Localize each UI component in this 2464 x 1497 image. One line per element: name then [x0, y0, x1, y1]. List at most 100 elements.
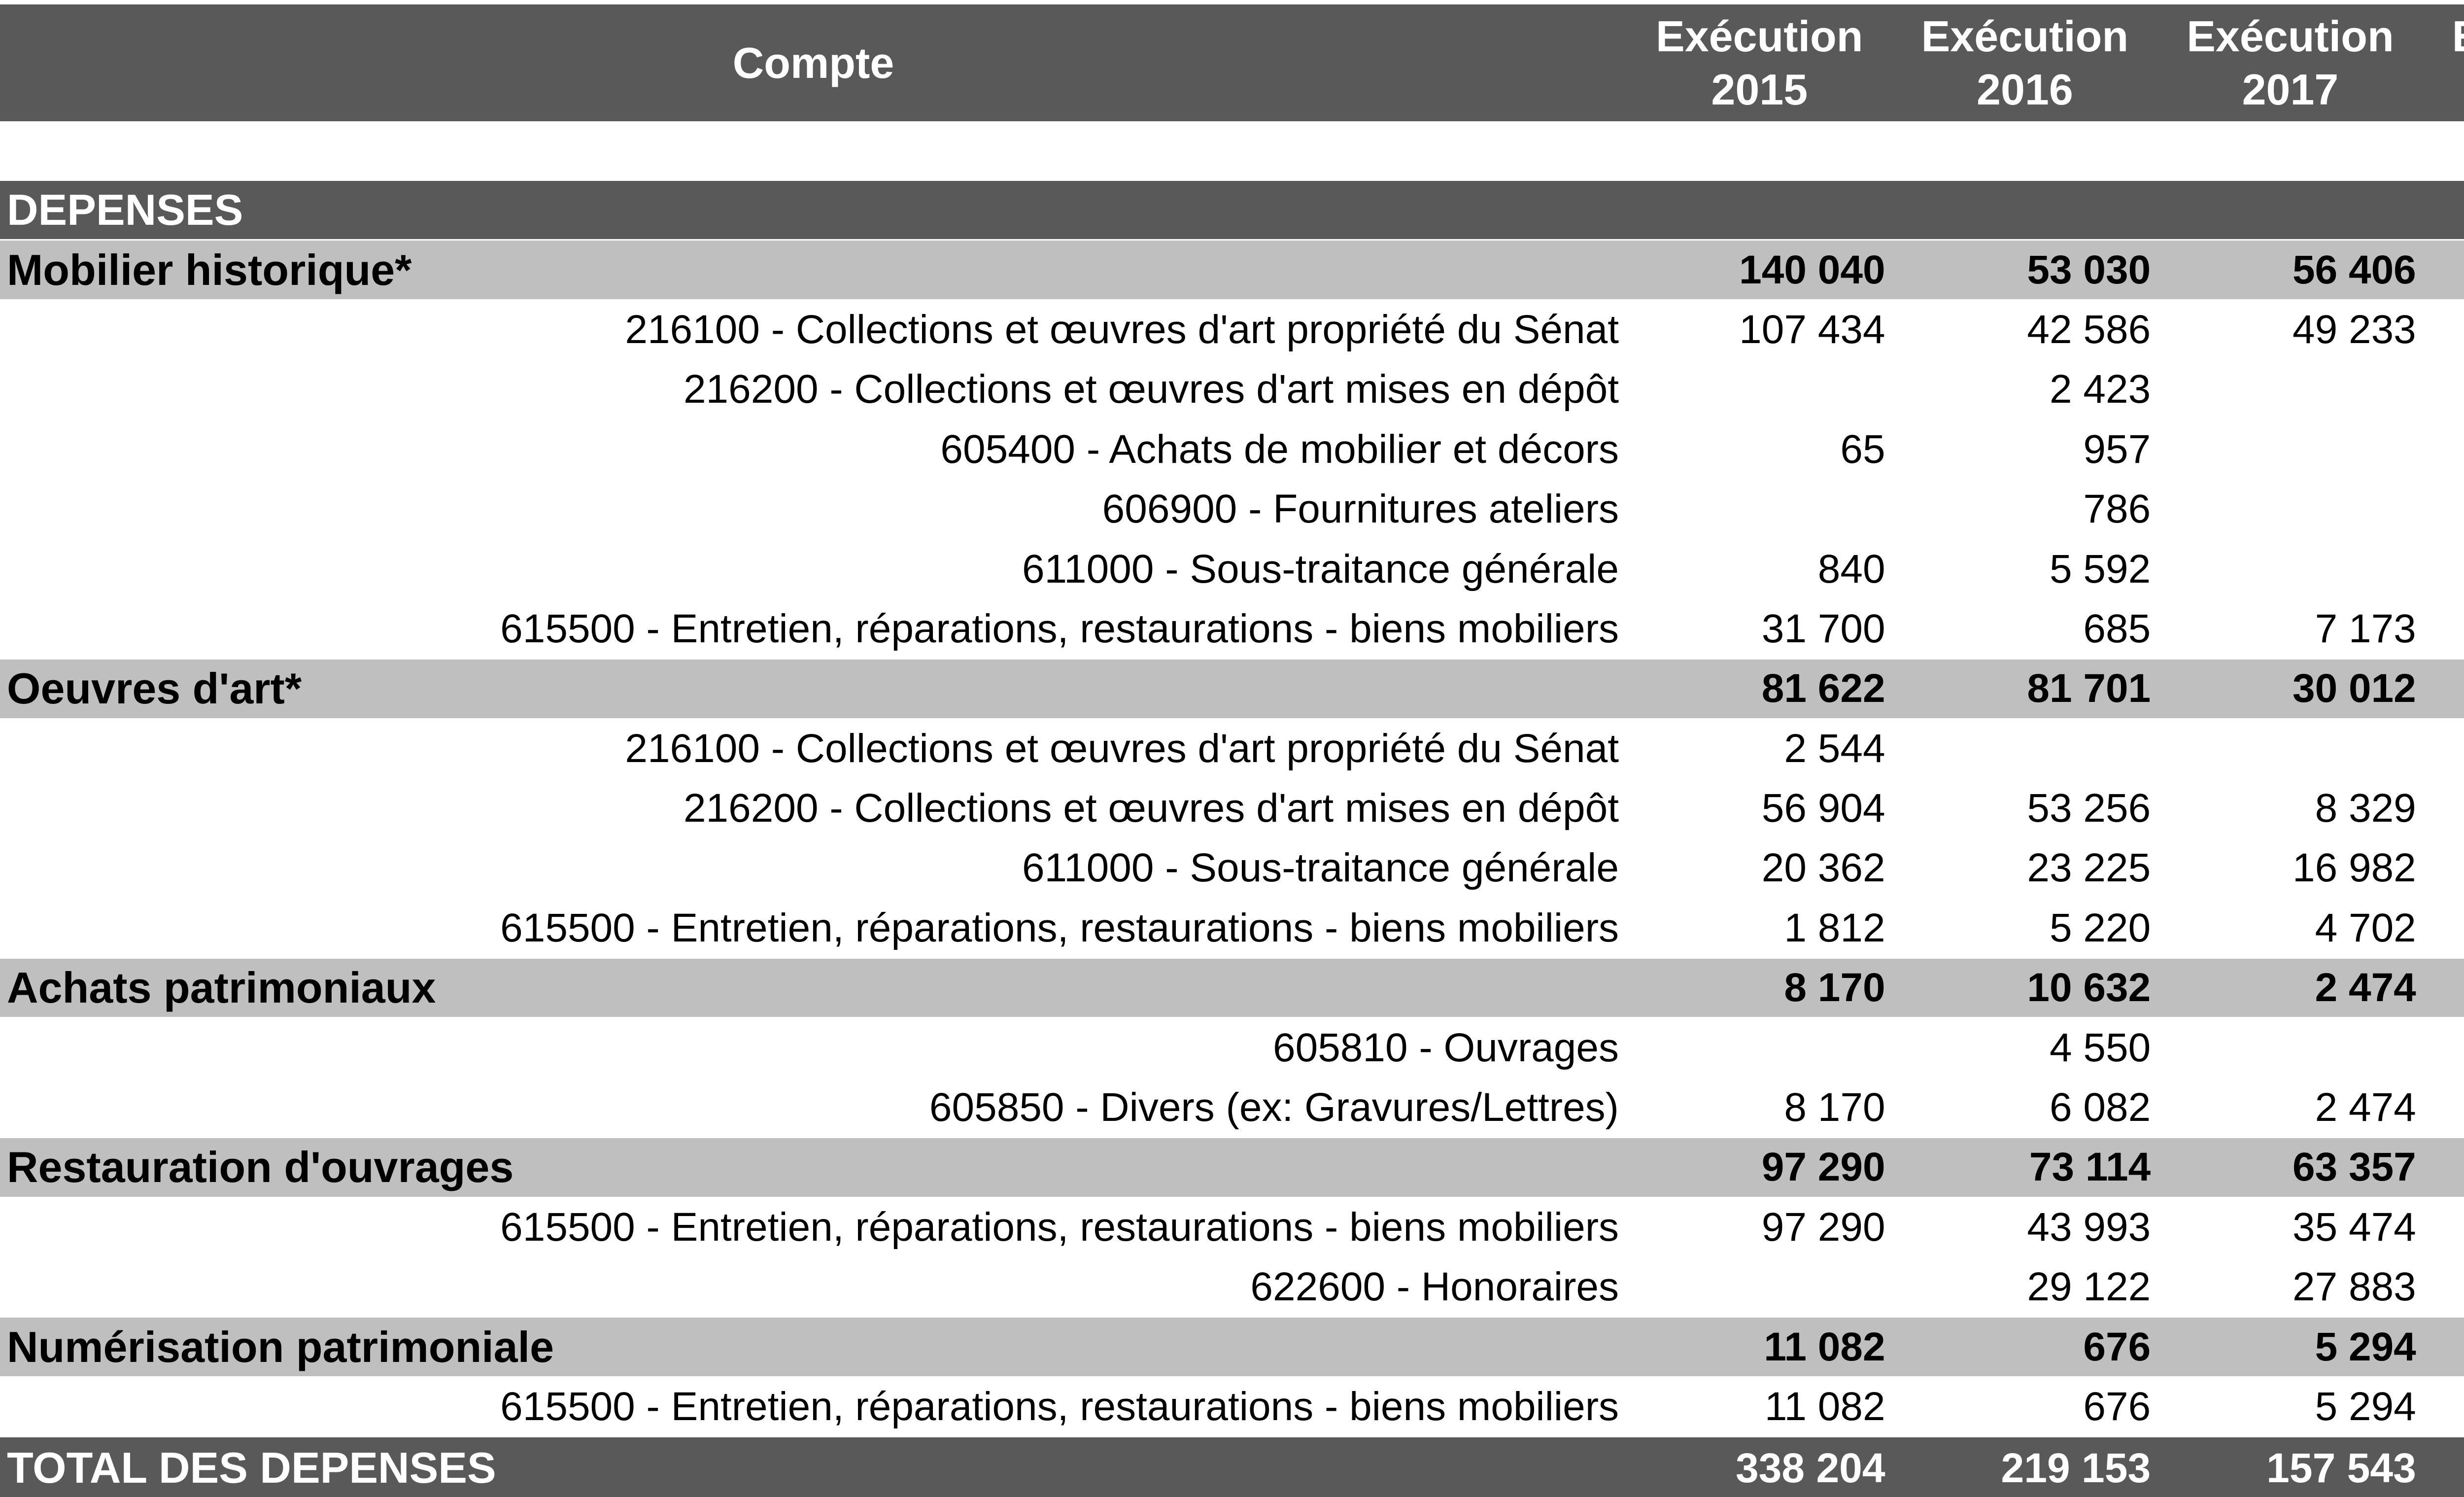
value-cell: 1 055 — [2423, 726, 2464, 772]
table-row-section: Mobilier historique* 140 040 53 030 56 4067… — [0, 241, 2464, 301]
value-cell: 107 434 — [1739, 307, 1885, 352]
table-row-detail: 611000 - Sous-traitance générale 20 362 23… — [0, 839, 2464, 899]
account-label: 622600 - Honoraires — [1250, 1264, 1619, 1310]
value-cell: 329 054 — [2423, 1444, 2464, 1492]
account-label: 615500 - Entretien, réparations, restaur… — [500, 1384, 1619, 1429]
column-header-line1: Exécution — [2423, 10, 2464, 63]
column-header-line2: 2016 — [1977, 65, 2073, 114]
section-label: DEPENSES — [7, 185, 243, 235]
value-cell: 56 406 — [2292, 247, 2416, 292]
value-cell: 328 — [2423, 606, 2464, 652]
value-cell: 2 474 — [2315, 1085, 2416, 1130]
value-cell: 27 883 — [2292, 1264, 2416, 1310]
value-cell: 8 170 — [1784, 1085, 1885, 1130]
table-row-section: Restauration d'ouvrages 97 290 73 114 63 35… — [0, 1138, 2464, 1198]
value-cell: 4 702 — [2315, 905, 2416, 950]
value-cell: 30 686 — [2423, 1264, 2464, 1310]
value-cell: 35 474 — [2292, 1204, 2416, 1250]
value-cell: 26 323 — [2423, 905, 2464, 951]
account-label: 216200 - Collections et œuvres d'art mis… — [683, 367, 1619, 412]
column-header-line1: Exécution — [1921, 12, 2129, 61]
account-label: 615500 - Entretien, réparations, restaur… — [500, 905, 1619, 950]
value-cell: 1 712 — [2423, 1324, 2464, 1370]
value-cell: 42 586 — [2027, 307, 2151, 352]
account-label: 216100 - Collections et œuvres d'art pro… — [625, 307, 1619, 352]
value-cell: 1 192 — [2423, 366, 2464, 413]
account-label: 606900 - Fournitures ateliers — [1102, 487, 1619, 532]
section-label: Numérisation patrimoniale — [7, 1322, 554, 1371]
value-cell: 11 082 — [1764, 1324, 1885, 1369]
value-cell: 786 — [2083, 487, 2151, 532]
table-row-group: DEPENSES — [0, 181, 2464, 241]
value-cell: 97 290 — [1761, 1145, 1885, 1190]
column-header-execution-2017: Exécution 2017 — [2157, 10, 2423, 116]
account-label: 605810 - Ouvrages — [1272, 1025, 1619, 1070]
value-cell: 65 — [1840, 426, 1885, 472]
value-cell: 96 215 — [2423, 1144, 2464, 1190]
table-header-row: Compte Exécution 2015 Exécution 2016 Exécuti… — [0, 4, 2464, 121]
column-header-line2: 2018 — [2423, 63, 2464, 116]
value-cell: 53 030 — [2027, 247, 2151, 292]
account-label: 615500 - Entretien, réparations, restaur… — [500, 1204, 1619, 1250]
table-row-detail: 615500 - Entretien, réparations, restaur… — [0, 899, 2464, 959]
account-label: 216100 - Collections et œuvres d'art pro… — [625, 726, 1619, 771]
value-cell: 1 712 — [2423, 1384, 2464, 1430]
section-label: Restauration d'ouvrages — [7, 1143, 514, 1192]
table-row-detail: 216200 - Collections et œuvres d'art mis… — [0, 779, 2464, 839]
account-label: 605400 - Achats de mobilier et décors — [940, 426, 1619, 472]
table-row-detail: 216200 - Collections et œuvres d'art mis… — [0, 360, 2464, 420]
value-cell: 59 274 — [2423, 845, 2464, 891]
value-cell: 676 — [2083, 1384, 2151, 1429]
column-header-line2: 2015 — [1711, 65, 1808, 114]
value-cell: 157 543 — [2266, 1444, 2416, 1491]
value-cell: 338 204 — [1735, 1444, 1885, 1491]
value-cell: 2 423 — [2049, 367, 2151, 412]
value-cell: 154 432 — [2423, 665, 2464, 712]
column-header-execution-2016: Exécution 2016 — [1892, 10, 2158, 116]
value-cell: 56 904 — [1761, 786, 1885, 831]
section-label: Oeuvres d'art* — [7, 664, 302, 713]
value-cell: 685 — [2083, 606, 2151, 651]
value-cell: 49 233 — [2292, 307, 2416, 352]
value-cell: 10 632 — [2027, 965, 2151, 1010]
value-cell: 8 170 — [1784, 965, 1885, 1010]
value-cell: 2 474 — [2315, 965, 2416, 1010]
value-cell: 11 082 — [1764, 1384, 1885, 1429]
value-cell: 16 982 — [2292, 845, 2416, 891]
table-row-total: TOTAL DES DEPENSES 338 204 219 153 157 5433… — [0, 1437, 2464, 1497]
value-cell: 65 529 — [2423, 1204, 2464, 1251]
column-header-execution-2018: Exécution2018 — [2423, 10, 2464, 116]
column-header-line1: Exécution — [2187, 12, 2394, 61]
value-cell: 30 012 — [2292, 666, 2416, 711]
value-cell: 7 173 — [2315, 606, 2416, 651]
value-cell: 31 700 — [1761, 606, 1885, 651]
table-row-detail: 611000 - Sous-traitance générale 840 5 592 — [0, 540, 2464, 600]
section-label: TOTAL DES DEPENSES — [7, 1443, 496, 1493]
value-cell: 73 114 — [2029, 1145, 2151, 1190]
value-cell: 63 357 — [2292, 1145, 2416, 1190]
value-cell: 20 362 — [1761, 845, 1885, 891]
value-cell: 53 256 — [2027, 786, 2151, 831]
account-label: 615500 - Entretien, réparations, restaur… — [500, 606, 1619, 651]
value-cell: 840 — [1817, 546, 1885, 592]
value-cell: 6 082 — [2049, 1085, 2151, 1130]
table-row-detail: 615500 - Entretien, réparations, restaur… — [0, 599, 2464, 660]
value-cell: 97 290 — [1761, 1204, 1885, 1250]
table-body: DEPENSES Mobilier historique* 140 040 53 03… — [0, 181, 2464, 1497]
table-row-detail: 606900 - Fournitures ateliers7867 003 — [0, 480, 2464, 540]
section-label: Achats patrimoniaux — [7, 963, 436, 1012]
value-cell: 1 812 — [1784, 905, 1885, 950]
column-header-execution-2015: Exécution 2015 — [1627, 10, 1892, 116]
column-header-compte: Compte — [732, 38, 894, 87]
table-row-detail: 605400 - Achats de mobilier et décors 65 9… — [0, 420, 2464, 480]
account-label: 216200 - Collections et œuvres d'art mis… — [683, 786, 1619, 831]
value-cell: 67 781 — [2423, 785, 2464, 832]
blank-spacer-row — [0, 121, 2464, 181]
value-cell: 4 550 — [2049, 1025, 2151, 1070]
table-row-section: Numérisation patrimoniale 11 082 676 5 2941… — [0, 1318, 2464, 1378]
value-cell: 71 174 — [2423, 247, 2464, 293]
value-cell: 23 225 — [2027, 845, 2151, 891]
value-cell: 140 040 — [1739, 247, 1885, 292]
